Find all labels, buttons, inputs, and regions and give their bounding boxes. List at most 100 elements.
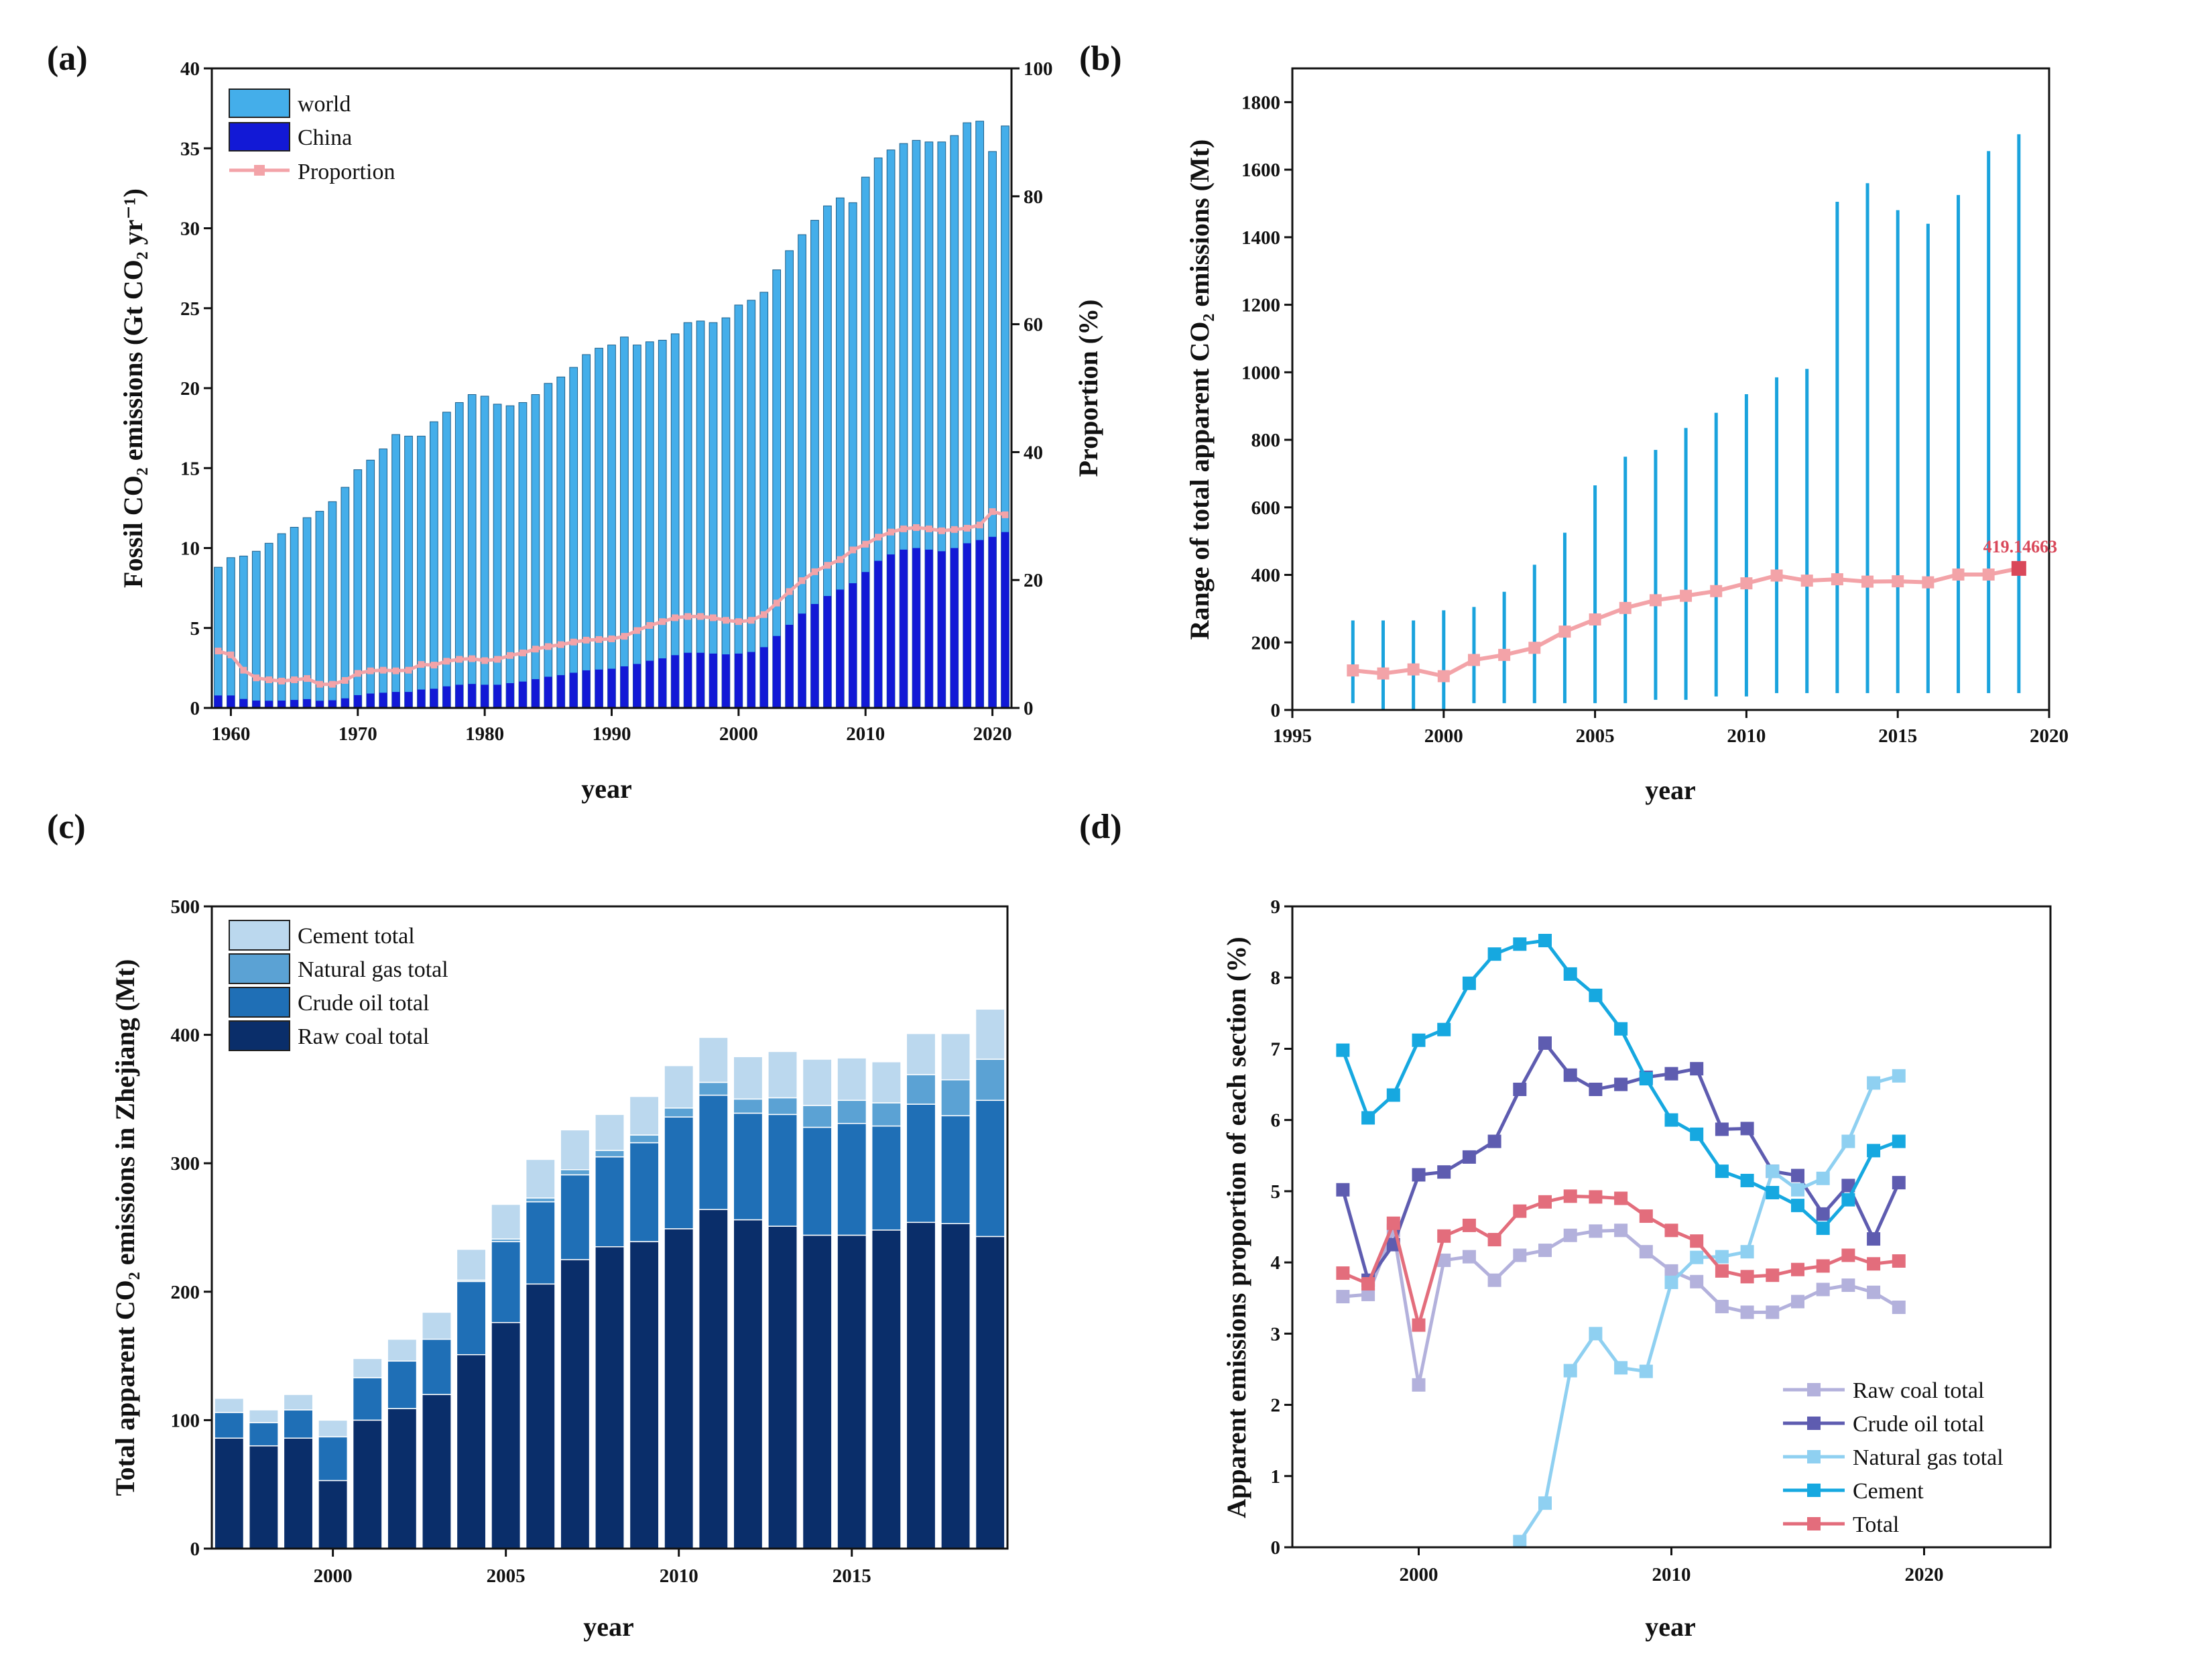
y-tick-label: 3 xyxy=(1271,1323,1281,1345)
y-tick-label: 0 xyxy=(1271,700,1281,721)
panel-d-axes: 2000 2010 2020 0 1 2 3 4 5 6 7 8 9 xyxy=(1271,896,1944,1585)
bar-china-1970 xyxy=(353,695,362,708)
bar-cement-total-2003 xyxy=(422,1311,452,1340)
point-raw-coal-total-2015 xyxy=(1791,1295,1804,1309)
bar-world-1989 xyxy=(595,347,603,709)
point-total-2010 xyxy=(1664,1223,1678,1238)
point-total-1998 xyxy=(1377,667,1390,680)
panel-a-proportion-line xyxy=(214,508,1009,688)
point-crude-oil-total-2008 xyxy=(1614,1077,1628,1091)
panel-b-annotation: 419.14663 xyxy=(1983,537,2058,556)
bar-world-1990 xyxy=(607,345,616,709)
point-proportion-1984 xyxy=(532,646,539,653)
x-tick-label: 2010 xyxy=(846,723,885,745)
point-cement-2018 xyxy=(1867,1144,1881,1158)
bar-china-1997 xyxy=(696,652,704,708)
legend-swatch-natural-gas xyxy=(229,953,290,984)
point-crude-oil-total-2017 xyxy=(1841,1179,1855,1193)
bar-natural-gas-total-2011 xyxy=(698,1081,729,1096)
bar-crude-oil-total-2006 xyxy=(525,1201,556,1285)
bar-china-2005 xyxy=(798,613,806,708)
bar-china-1993 xyxy=(646,660,654,708)
bar-natural-gas-total-2009 xyxy=(629,1134,660,1144)
bar-china-2018 xyxy=(963,543,971,708)
point-raw-coal-total-2001 xyxy=(1437,1253,1451,1267)
legend-swatch-crude-oil xyxy=(229,987,290,1018)
bar-world-1991 xyxy=(620,337,629,709)
bar-raw-coal-total-2012 xyxy=(733,1219,763,1549)
point-cement-2010 xyxy=(1664,1113,1678,1127)
bar-cement-total-2006 xyxy=(525,1158,556,1199)
x-tick-label: 2015 xyxy=(833,1565,871,1587)
point-proportion-1961 xyxy=(240,666,247,674)
point-crude-oil-total-2016 xyxy=(1816,1207,1830,1221)
bar-crude-oil-total-2014 xyxy=(802,1126,833,1236)
x-tick-label: 2020 xyxy=(1905,1564,1944,1585)
bar-world-1998 xyxy=(709,322,718,709)
bar-world-1995 xyxy=(670,333,680,709)
bar-natural-gas-total-2015 xyxy=(837,1099,867,1124)
bar-world-1985 xyxy=(544,383,553,709)
bar-crude-oil-total-2007 xyxy=(560,1174,591,1260)
bar-crude-oil-total-2019 xyxy=(975,1099,1005,1238)
bar-china-2003 xyxy=(772,636,781,708)
bar-cement-total-2015 xyxy=(837,1057,867,1101)
y-tick-label: 800 xyxy=(1251,430,1281,451)
point-crude-oil-total-2015 xyxy=(1791,1168,1804,1183)
bar-raw-coal-total-2001 xyxy=(352,1419,383,1549)
point-proportion-1991 xyxy=(621,633,628,640)
bar-crude-oil-total-2012 xyxy=(733,1112,763,1221)
point-natural-gas-total-2014 xyxy=(1766,1164,1780,1179)
point-raw-coal-total-2007 xyxy=(1589,1224,1603,1238)
point-proportion-2013 xyxy=(900,525,908,532)
point-cement-2003 xyxy=(1487,947,1501,961)
bar-raw-coal-total-1997 xyxy=(214,1437,245,1549)
x-tick-label: 1970 xyxy=(339,723,377,745)
y-tick-label: 10 xyxy=(180,538,200,560)
bar-china-2010 xyxy=(861,572,870,708)
y-tick-label: 7 xyxy=(1271,1038,1281,1060)
bar-raw-coal-total-2013 xyxy=(767,1225,798,1549)
bar-raw-coal-total-2016 xyxy=(871,1229,902,1549)
point-cement-2009 xyxy=(1639,1072,1653,1086)
bar-china-1984 xyxy=(532,679,540,708)
panel-b-axes: 1995 2000 2005 2010 2015 2020 0 200 400 600 800 100… xyxy=(1241,92,2069,747)
bar-china-1987 xyxy=(569,672,578,708)
point-proportion-1982 xyxy=(507,652,514,659)
point-total-2015 xyxy=(1791,1262,1804,1276)
bar-raw-coal-total-2014 xyxy=(802,1234,833,1549)
point-raw-coal-total-2009 xyxy=(1639,1245,1653,1259)
bar-raw-coal-total-2005 xyxy=(491,1322,521,1549)
point-crude-oil-total-2007 xyxy=(1589,1082,1603,1096)
bar-china-2020 xyxy=(988,536,997,708)
y-tick-label: 9 xyxy=(1271,896,1281,918)
point-proportion-1967 xyxy=(316,680,323,688)
panel-d: (d) 2000 2010 2020 0 1 2 3 4 5 6 7 8 9 year Apparent… xyxy=(1079,808,2052,1642)
point-proportion-2000 xyxy=(735,618,742,625)
point-proportion-1992 xyxy=(633,627,641,634)
bar-raw-coal-total-2009 xyxy=(629,1241,660,1549)
bar-raw-coal-total-2000 xyxy=(318,1480,349,1549)
point-natural-gas-total-2011 xyxy=(1690,1250,1704,1264)
point-proportion-1985 xyxy=(544,643,552,650)
bar-cement-total-2012 xyxy=(733,1056,763,1100)
bar-crude-oil-total-2000 xyxy=(318,1436,349,1482)
point-proportion-1973 xyxy=(392,667,400,674)
y-tick-label: 500 xyxy=(171,896,200,918)
point-total-2000 xyxy=(1412,1318,1426,1332)
legend-label-total-d: Total xyxy=(1853,1512,1899,1537)
bar-china-2019 xyxy=(975,540,984,708)
bar-world-1992 xyxy=(633,345,641,709)
point-proportion-1968 xyxy=(328,680,336,688)
y-tick-label: 35 xyxy=(180,138,200,160)
y-tick-label: 300 xyxy=(171,1153,200,1175)
point-natural-gas-total-2018 xyxy=(1867,1076,1881,1090)
point-proportion-1980 xyxy=(481,657,489,664)
panel-d-label: (d) xyxy=(1079,808,1122,846)
point-cement-2013 xyxy=(1740,1173,1754,1187)
bar-china-2006 xyxy=(810,603,819,708)
point-raw-coal-total-2006 xyxy=(1563,1228,1577,1242)
point-total-2011 xyxy=(1770,569,1783,582)
bar-world-1968 xyxy=(328,501,337,709)
bar-world-2000 xyxy=(734,304,743,709)
